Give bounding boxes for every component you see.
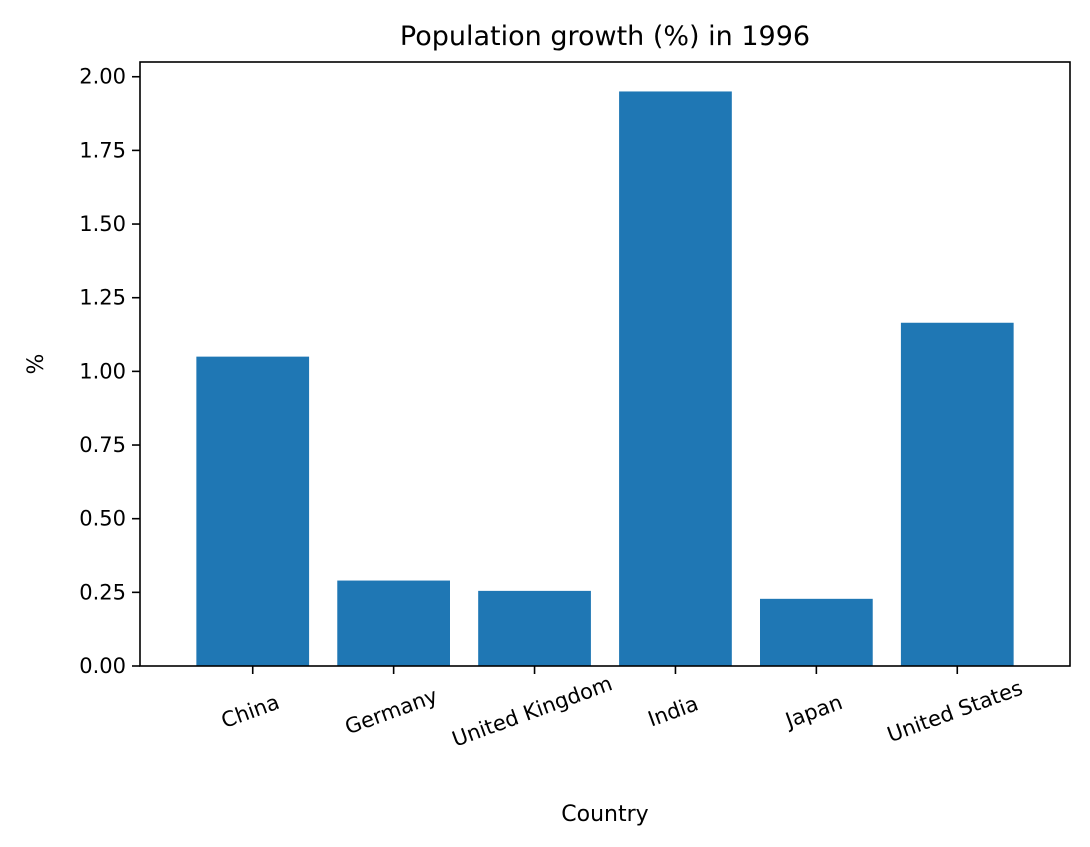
x-tick-label: Japan xyxy=(780,690,845,733)
x-tick-label: United States xyxy=(884,676,1026,747)
y-tick-label: 1.00 xyxy=(79,359,126,383)
bar-japan xyxy=(760,598,873,666)
plot-frame xyxy=(139,61,1071,667)
bar-china xyxy=(196,356,310,666)
y-tick-label: 0.25 xyxy=(79,580,126,604)
bar-united-kingdom xyxy=(478,590,591,666)
chart-title: Population growth (%) in 1996 xyxy=(400,21,810,52)
y-tick-label: 1.25 xyxy=(79,286,126,310)
bar-germany xyxy=(337,580,450,666)
x-tick-label: China xyxy=(218,690,283,733)
x-tick-label: India xyxy=(645,691,702,731)
y-tick-label: 1.75 xyxy=(79,138,126,162)
y-axis-ticks: 0.00 0.25 0.50 0.75 1.00 1.25 1.50 1.75 2.00 xyxy=(79,65,140,678)
y-axis-label: % xyxy=(24,354,49,375)
y-tick-label: 0.00 xyxy=(79,654,126,678)
x-tick-label: Germany xyxy=(342,684,441,740)
x-tick-label: United Kingdom xyxy=(449,671,616,751)
bar-united-states xyxy=(900,322,1014,666)
y-tick-label: 0.50 xyxy=(79,507,126,531)
y-tick-label: 1.50 xyxy=(79,212,126,236)
x-axis-ticks: China Germany United Kingdom India Japan Unit… xyxy=(218,666,1026,752)
x-axis-label: Country xyxy=(561,802,648,827)
bars-group xyxy=(196,91,1014,666)
y-tick-label: 0.75 xyxy=(79,433,126,457)
bar-india xyxy=(619,91,732,666)
y-tick-label: 2.00 xyxy=(79,65,126,89)
